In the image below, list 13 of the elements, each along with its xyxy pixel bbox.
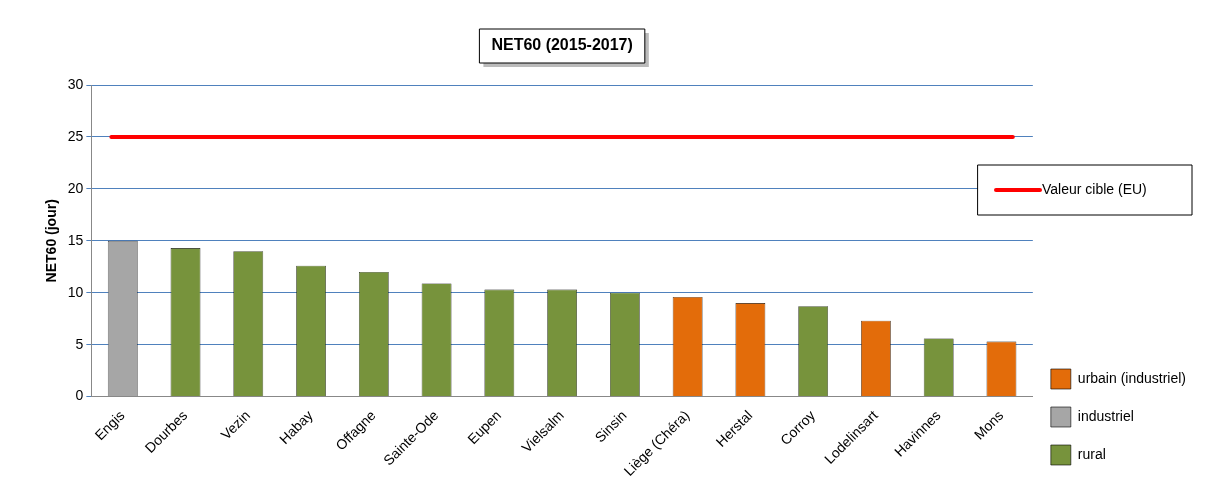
y-tick-label: 0 — [75, 387, 84, 404]
y-axis-title: NET60 (jour) — [43, 199, 60, 283]
y-tick-label: 30 — [67, 75, 84, 92]
legend-label: industriel — [1077, 407, 1134, 424]
y-tick-label: 25 — [67, 127, 84, 144]
legend-label: Valeur cible (EU) — [1042, 180, 1147, 197]
y-tick-label: 20 — [67, 179, 84, 196]
chart-title: NET60 (2015-2017) — [491, 36, 633, 54]
legend-label: urbain (industriel) — [1077, 369, 1187, 386]
legend-label: rural — [1077, 445, 1106, 462]
y-tick-label: 5 — [75, 335, 84, 352]
y-tick-label: 10 — [67, 283, 84, 300]
y-tick-label: 15 — [67, 231, 84, 248]
